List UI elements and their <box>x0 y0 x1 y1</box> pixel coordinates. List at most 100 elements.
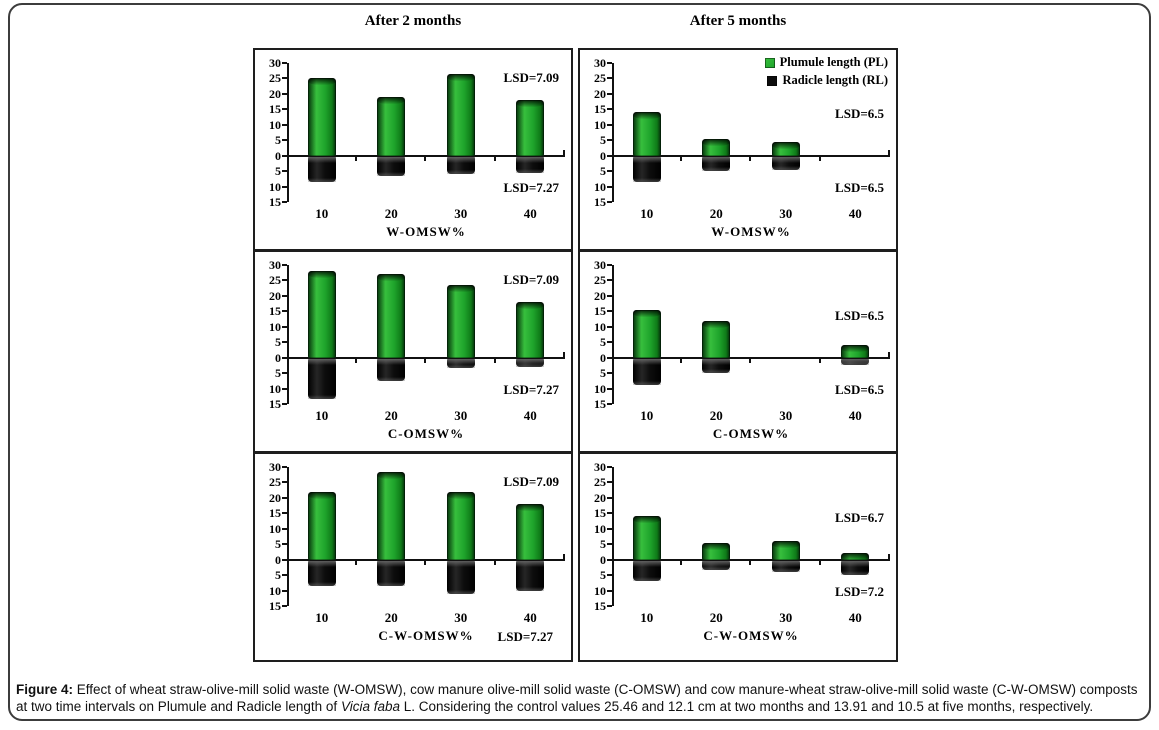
y-tick-mark <box>282 123 287 126</box>
x-tick-mark <box>888 149 890 155</box>
x-tick-label: 30 <box>779 408 793 423</box>
y-tick-mark <box>282 92 287 95</box>
plumule-bar <box>702 138 731 156</box>
x-tick-mark <box>354 155 357 161</box>
y-tick-mark <box>607 466 612 468</box>
radicle-bar <box>841 560 870 576</box>
column-title-5-months: After 5 months <box>689 13 787 29</box>
y-tick-mark <box>282 139 287 142</box>
y-tick-mark <box>282 185 287 188</box>
y-tick-mark <box>607 201 612 203</box>
y-tick-mark <box>607 589 612 592</box>
y-tick-mark <box>607 62 612 64</box>
figure-caption: Figure 4: Effect of wheat straw-olive-mi… <box>16 681 1138 717</box>
y-tick-label: 20 <box>594 490 606 505</box>
y-tick-mark <box>282 387 287 390</box>
chart-panel-c-w-omsw-5-months: 30 25 20 15 10 5 0 5 10 15 10 20 30 40 C-W-OMSW% LSD=6.… <box>578 452 898 662</box>
radicle-bar <box>377 560 406 587</box>
y-tick-label: 25 <box>594 273 606 288</box>
x-axis-title: C-W-OMSW% <box>378 628 474 643</box>
lsd-annotation: LSD=7.27 <box>503 180 559 195</box>
x-tick-mark <box>818 559 821 565</box>
x-tick-label: 40 <box>523 408 537 423</box>
y-tick-mark <box>282 294 287 297</box>
radicle-bar <box>702 358 731 374</box>
plumule-swatch-icon <box>764 57 775 68</box>
y-tick-mark <box>282 496 287 499</box>
y-tick-mark <box>282 325 287 328</box>
y-tick-mark <box>607 185 612 188</box>
radicle-bar <box>632 560 661 582</box>
plumule-bar <box>841 553 870 561</box>
plumule-bar <box>516 504 545 560</box>
y-tick-mark <box>282 543 287 546</box>
y-tick-label: 10 <box>269 117 281 132</box>
column-title-2-months: After 2 months <box>364 13 462 29</box>
y-tick-mark <box>282 589 287 592</box>
plumule-bar <box>702 542 731 560</box>
y-tick-label: 25 <box>594 71 606 86</box>
y-tick-label: 30 <box>269 258 281 272</box>
lsd-annotation: LSD=7.09 <box>503 272 559 287</box>
radicle-bar <box>446 156 475 175</box>
x-axis-title: W-OMSW% <box>386 224 466 239</box>
y-axis-line <box>612 467 614 606</box>
y-tick-label: 10 <box>269 583 281 598</box>
radicle-bar <box>632 358 661 386</box>
y-axis-line <box>287 63 289 202</box>
y-tick-mark <box>282 574 287 577</box>
x-tick-mark <box>679 559 682 565</box>
y-tick-mark <box>607 77 612 80</box>
y-tick-label: 5 <box>600 133 606 148</box>
y-tick-label: 10 <box>269 179 281 194</box>
lsd-annotation: LSD=7.09 <box>503 474 559 489</box>
chart-panel-c-w-omsw-2-months: 30 25 20 15 10 5 0 5 10 15 10 20 30 40 C-W-OMSW% LSD=7.… <box>253 452 573 662</box>
radicle-bar <box>632 156 661 183</box>
radicle-bar <box>446 560 475 594</box>
x-tick-mark <box>424 155 426 161</box>
y-tick-mark <box>607 108 612 111</box>
plumule-bar <box>446 491 475 560</box>
lsd-annotation: LSD=7.2 <box>835 584 884 599</box>
x-tick-label: 20 <box>384 206 398 221</box>
radicle-bar <box>377 156 406 176</box>
y-tick-label: 5 <box>275 537 281 552</box>
y-tick-mark <box>607 279 612 282</box>
radicle-bar <box>307 156 336 183</box>
plumule-bar <box>632 516 661 560</box>
x-tick-mark <box>493 357 496 363</box>
y-tick-mark <box>282 372 287 375</box>
radicle-bar <box>516 358 545 368</box>
radicle-bar <box>516 156 545 173</box>
y-tick-label: 5 <box>275 335 281 350</box>
x-tick-label: 40 <box>523 206 537 221</box>
y-tick-mark <box>282 201 287 203</box>
plumule-bar <box>446 73 475 156</box>
y-tick-label: 15 <box>594 195 606 209</box>
y-tick-mark <box>607 92 612 95</box>
y-tick-mark <box>282 279 287 282</box>
y-tick-mark <box>282 77 287 80</box>
x-tick-mark <box>888 553 890 559</box>
y-tick-label: 10 <box>269 381 281 396</box>
lsd-annotation: LSD=7.27 <box>503 382 559 397</box>
y-tick-label: 15 <box>269 599 281 613</box>
figure-caption-text-1: Effect of wheat straw-olive-mill solid w… <box>16 681 1138 715</box>
y-tick-mark <box>607 558 612 561</box>
lsd-annotation: LSD=6.5 <box>835 106 884 121</box>
legend-label: Radicle length (RL) <box>782 73 888 87</box>
x-tick-label: 40 <box>848 206 862 221</box>
x-tick-label: 20 <box>709 206 723 221</box>
x-tick-label: 20 <box>709 610 723 625</box>
x-tick-mark <box>493 559 496 565</box>
plumule-bar <box>771 141 800 156</box>
x-axis-title: C-W-OMSW% <box>703 628 799 643</box>
chart-panel-c-omsw-2-months: 30 25 20 15 10 5 0 5 10 15 10 20 30 40 C-OMSW% LSD=7.09… <box>253 250 573 453</box>
plumule-bar <box>516 100 545 156</box>
radicle-bar <box>307 358 336 400</box>
y-tick-label: 25 <box>594 475 606 490</box>
zero-axis-line <box>287 356 565 359</box>
plumule-bar <box>377 274 406 358</box>
x-axis-title: W-OMSW% <box>711 224 791 239</box>
